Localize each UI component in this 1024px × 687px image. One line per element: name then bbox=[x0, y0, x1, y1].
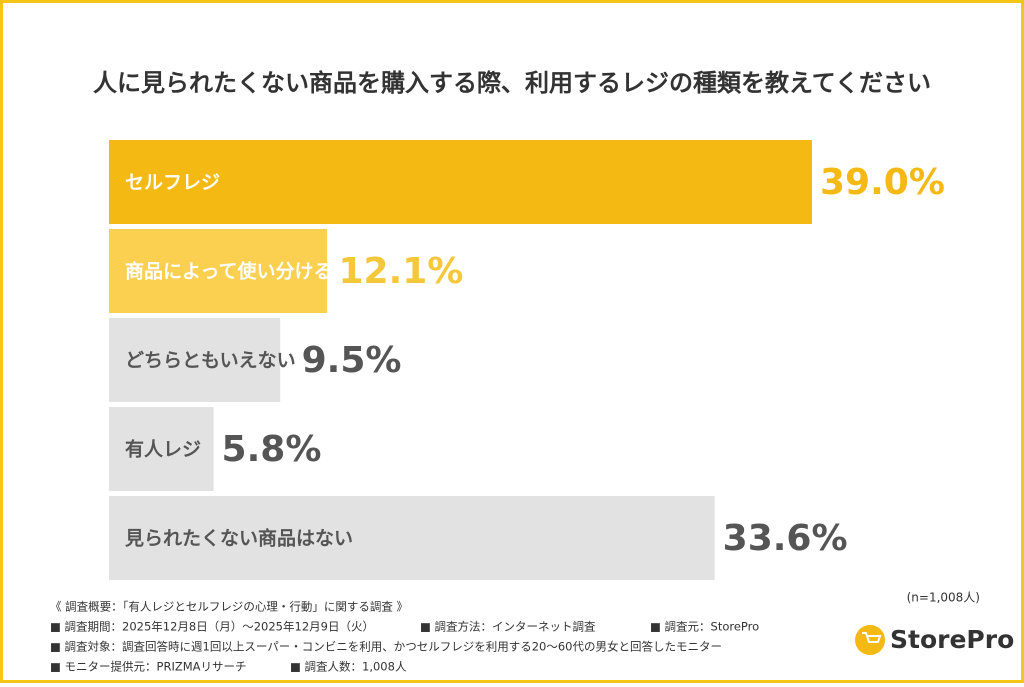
chart-title: 人に見られたくない商品を購入する際、利用するレジの種類を教えてください bbox=[93, 69, 931, 97]
logo-text: StorePro bbox=[890, 625, 1014, 654]
category-label: セルフレジ bbox=[125, 172, 220, 194]
footer-line: ■ 調査対象：調査回答時に週1回以上スーパー・コンビニを利用、かつセルフレジを利… bbox=[50, 640, 722, 654]
bar bbox=[109, 407, 214, 491]
value-label: 39.0% bbox=[820, 162, 945, 203]
category-label: 商品によって使い分ける bbox=[125, 260, 332, 283]
logo: StorePro bbox=[855, 625, 1014, 655]
footer-line: ■ モニター提供元：PRIZMAリサーチ bbox=[50, 660, 247, 674]
footer-line: ■ 調査人数：1,008人 bbox=[290, 660, 407, 674]
footer-line: ■ 調査方法：インターネット調査 bbox=[420, 620, 596, 634]
footer-line: ■ 調査期間：2025年12月8日（月）〜2025年12月9日（火） bbox=[50, 620, 374, 634]
footer-line: ■ 調査元：StorePro bbox=[650, 620, 759, 634]
value-label: 12.1% bbox=[338, 251, 463, 292]
bar bbox=[109, 496, 715, 580]
footer-heading: 《 調査概要：「有人レジとセルフレジの心理・行動」に関する調査 》 bbox=[50, 600, 408, 614]
value-label: 5.8% bbox=[222, 429, 322, 470]
bar bbox=[109, 140, 812, 224]
category-label: どちらともいえない bbox=[125, 350, 296, 372]
sample-note: (n=1,008人) bbox=[907, 591, 980, 605]
category-label: 見られたくない商品はない bbox=[125, 527, 353, 550]
bar bbox=[109, 229, 328, 313]
bar bbox=[109, 318, 281, 402]
logo-icon bbox=[855, 625, 885, 655]
logo-cart bbox=[862, 632, 882, 643]
category-label: 有人レジ bbox=[125, 438, 201, 461]
value-label: 33.6% bbox=[723, 518, 848, 559]
value-label: 9.5% bbox=[302, 340, 402, 381]
